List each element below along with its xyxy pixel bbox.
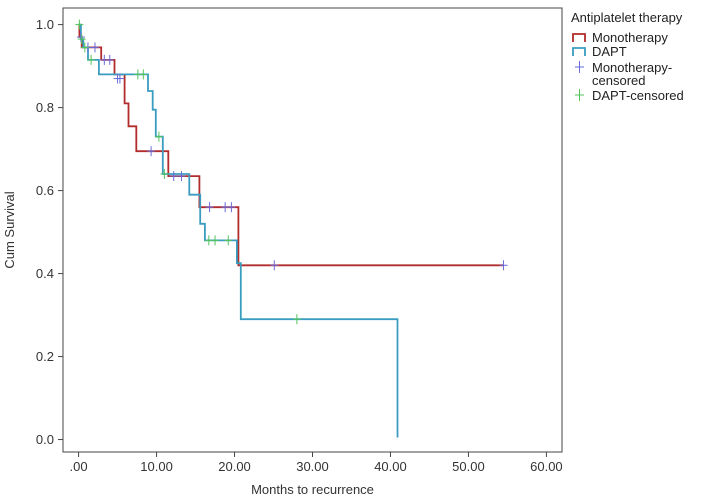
- censor-mark-monotherapy: [177, 171, 186, 182]
- censor-mark-dapt: [80, 42, 89, 53]
- censor-mark-monotherapy: [115, 73, 124, 84]
- y-tick-label: 0.4: [36, 266, 54, 281]
- legend-swatch-line: [572, 47, 586, 56]
- legend-entries: MonotherapyDAPTMonotherapy-censoredDAPT-…: [572, 30, 684, 103]
- censor-mark-dapt: [292, 314, 301, 325]
- censor-mark-monotherapy: [270, 260, 279, 271]
- y-tick-label: 0.0: [36, 432, 54, 447]
- x-tick-label: 50.00: [452, 459, 485, 474]
- censor-mark-dapt: [139, 69, 148, 80]
- censor-mark-dapt: [160, 168, 169, 179]
- y-tick-label: 0.6: [36, 183, 54, 198]
- censor-mark-monotherapy: [147, 146, 156, 157]
- y-axis: 0.0 0.2 0.4 0.6 0.8 1.0: [36, 17, 63, 447]
- legend-entry: Monotherapy-censored: [575, 60, 672, 88]
- censor-mark-dapt: [87, 54, 96, 65]
- censor-mark-dapt: [75, 19, 84, 30]
- legend-label: Monotherapy: [592, 30, 668, 45]
- y-tick-label: 0.2: [36, 349, 54, 364]
- legend-entry: DAPT: [572, 44, 627, 59]
- x-tick-label: .00: [70, 459, 88, 474]
- y-tick-label: 1.0: [36, 17, 54, 32]
- legend-box: [564, 4, 710, 110]
- x-tick-label: 20.00: [218, 459, 251, 474]
- x-tick-label: 30.00: [296, 459, 329, 474]
- x-tick-label: 40.00: [374, 459, 407, 474]
- x-axis: .00 10.00 20.00 30.00 40.00 50.00 60.00: [70, 452, 563, 474]
- censor-mark-dapt: [154, 131, 163, 142]
- censor-mark-monotherapy: [76, 32, 85, 43]
- censor-mark-monotherapy: [227, 202, 236, 213]
- censor-mark-monotherapy: [105, 54, 114, 65]
- censor-mark-monotherapy: [90, 42, 99, 53]
- censor-mark-monotherapy: [169, 171, 178, 182]
- x-axis-title: Months to recurrence: [251, 482, 374, 497]
- y-axis-title: Cum Survival: [2, 191, 17, 268]
- x-tick-label: 60.00: [530, 459, 563, 474]
- censor-mark-monotherapy: [499, 260, 508, 271]
- legend-label-line2: censored: [592, 73, 645, 88]
- legend: Antiplatelet therapy MonotherapyDAPTMono…: [564, 4, 710, 110]
- legend-title: Antiplatelet therapy: [571, 10, 683, 25]
- legend-label: DAPT: [592, 44, 627, 59]
- censor-mark-monotherapy: [205, 202, 214, 213]
- censor-mark-dapt: [211, 235, 220, 246]
- legend-swatch-line: [572, 33, 586, 42]
- x-tick-label: 10.00: [140, 459, 173, 474]
- legend-entry: DAPT-censored: [575, 88, 684, 103]
- censor-mark-dapt: [77, 34, 86, 45]
- censor-mark-dapt: [224, 235, 233, 246]
- legend-label: DAPT-censored: [592, 88, 684, 103]
- legend-label: Monotherapy-: [592, 60, 672, 75]
- legend-entry: Monotherapy: [572, 30, 668, 45]
- series-layer: [75, 19, 508, 438]
- y-tick-label: 0.8: [36, 100, 54, 115]
